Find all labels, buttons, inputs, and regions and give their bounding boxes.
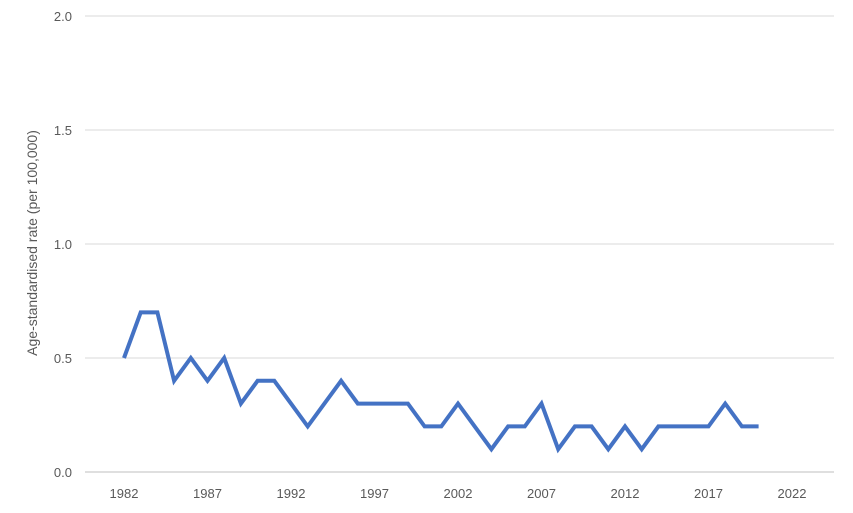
y-tick-label: 0.0 (54, 465, 72, 480)
x-tick-label: 1997 (360, 486, 389, 501)
y-axis: 0.0 0.5 1.0 1.5 2.0 (54, 9, 72, 480)
x-tick-label: 1992 (277, 486, 306, 501)
x-tick-label: 2017 (694, 486, 723, 501)
x-tick-label: 1987 (193, 486, 222, 501)
x-tick-label: 1982 (110, 486, 139, 501)
x-tick-label: 2002 (444, 486, 473, 501)
x-tick-label: 2007 (527, 486, 556, 501)
y-tick-label: 1.5 (54, 123, 72, 138)
y-axis-title: Age-standardised rate (per 100,000) (24, 130, 40, 356)
gridlines (85, 15, 834, 473)
x-tick-label: 2022 (778, 486, 807, 501)
x-tick-label: 2012 (611, 486, 640, 501)
y-tick-label: 1.0 (54, 237, 72, 252)
series-group (122, 310, 759, 454)
y-tick-label: 2.0 (54, 9, 72, 24)
x-axis: 1982 1987 1992 1997 2002 2007 2012 2017 2022 (110, 486, 807, 501)
y-tick-label: 0.5 (54, 351, 72, 366)
series-line (122, 310, 759, 454)
